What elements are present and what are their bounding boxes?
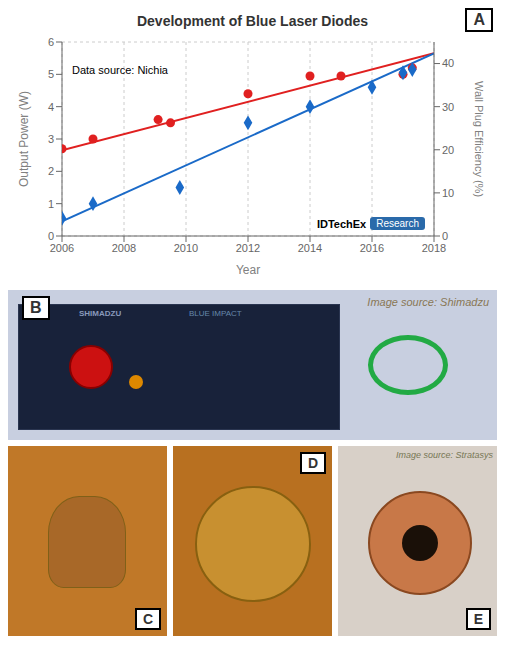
html-text:Image source: Shimadzu: Image source: Shimadzu: [367, 296, 489, 308]
svg-text:Output Power (W): Output Power (W): [17, 91, 31, 187]
svg-text:5: 5: [48, 68, 54, 80]
svg-text:2012: 2012: [236, 242, 260, 254]
html-text:E: E: [473, 611, 483, 627]
svg-text:30: 30: [442, 101, 454, 113]
svg-text:2010: 2010: [174, 242, 198, 254]
svg-text:2008: 2008: [112, 242, 136, 254]
svg-text:10: 10: [442, 187, 454, 199]
html-text:B: B: [30, 299, 42, 316]
html-text:SHIMADZU: SHIMADZU: [79, 309, 122, 318]
html-text:A: A: [473, 11, 485, 28]
svg-text:3: 3: [48, 133, 54, 145]
html-text:Development of Blue Laser Diod: Development of Blue Laser Diodes: [137, 13, 368, 29]
svg-text:2014: 2014: [298, 242, 322, 254]
svg-text:0: 0: [442, 230, 448, 242]
svg-text:6: 6: [48, 36, 54, 48]
svg-text:40: 40: [442, 57, 454, 69]
svg-text:Wall Plug Efficiency (%): Wall Plug Efficiency (%): [473, 81, 485, 197]
html-text:IDTechEx: IDTechEx: [316, 217, 367, 230]
svg-text:2016: 2016: [360, 242, 384, 254]
svg-text:20: 20: [442, 144, 454, 156]
html-text:C: C: [142, 611, 153, 627]
svg-text:0: 0: [48, 230, 54, 242]
svg-text:1: 1: [48, 198, 54, 210]
svg-text:2018: 2018: [422, 242, 446, 254]
html-text:Data source: Nichia: Data source: Nichia: [72, 64, 168, 76]
svg-text:Year: Year: [236, 263, 260, 277]
svg-text:2: 2: [48, 165, 54, 177]
svg-text:4: 4: [48, 101, 54, 113]
html-text:D: D: [307, 455, 318, 471]
html-text:Image source: Stratasys: Image source: Stratasys: [396, 450, 493, 460]
html-text:BLUE IMPACT: BLUE IMPACT: [189, 309, 242, 318]
svg-text:2006: 2006: [50, 242, 74, 254]
html-text:Research: Research: [376, 218, 419, 229]
